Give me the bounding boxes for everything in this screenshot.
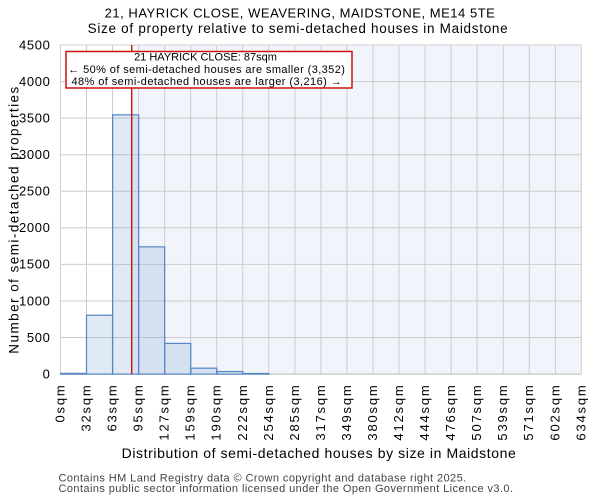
svg-text:476sqm: 476sqm — [443, 384, 458, 441]
svg-text:127sqm: 127sqm — [157, 384, 172, 441]
svg-text:21 HAYRICK CLOSE: 87sqm: 21 HAYRICK CLOSE: 87sqm — [134, 52, 277, 64]
svg-text:21, HAYRICK CLOSE, WEAVERING,: 21, HAYRICK CLOSE, WEAVERING, MAIDSTONE,… — [105, 6, 496, 21]
svg-text:444sqm: 444sqm — [417, 384, 432, 441]
svg-text:500: 500 — [27, 330, 51, 345]
svg-text:222sqm: 222sqm — [235, 384, 250, 441]
svg-text:48% of semi-detached houses ar: 48% of semi-detached houses are larger (… — [71, 76, 342, 88]
svg-text:285sqm: 285sqm — [287, 384, 302, 441]
svg-text:4000: 4000 — [19, 74, 51, 89]
svg-text:2500: 2500 — [19, 184, 51, 199]
svg-text:95sqm: 95sqm — [131, 384, 146, 432]
svg-text:Contains public sector informa: Contains public sector information licen… — [59, 483, 514, 495]
svg-text:4500: 4500 — [19, 37, 51, 52]
svg-text:2000: 2000 — [19, 220, 51, 235]
svg-text:571sqm: 571sqm — [521, 384, 536, 441]
svg-text:380sqm: 380sqm — [365, 384, 380, 441]
svg-text:Number of semi-detached proper: Number of semi-detached properties — [7, 85, 22, 353]
svg-text:317sqm: 317sqm — [313, 384, 328, 441]
svg-text:190sqm: 190sqm — [209, 384, 224, 441]
svg-text:3000: 3000 — [19, 147, 51, 162]
svg-text:1500: 1500 — [19, 257, 51, 272]
svg-text:634sqm: 634sqm — [573, 384, 588, 441]
svg-text:0: 0 — [43, 366, 51, 381]
svg-text:349sqm: 349sqm — [339, 384, 354, 441]
svg-text:3500: 3500 — [19, 110, 51, 125]
svg-text:507sqm: 507sqm — [469, 384, 484, 441]
svg-text:602sqm: 602sqm — [547, 384, 562, 441]
svg-text:159sqm: 159sqm — [183, 384, 198, 441]
svg-text:Size of property relative to s: Size of property relative to semi-detach… — [88, 21, 509, 36]
svg-text:63sqm: 63sqm — [105, 384, 120, 432]
svg-text:32sqm: 32sqm — [79, 384, 94, 432]
svg-text:254sqm: 254sqm — [261, 384, 276, 441]
svg-text:Contains HM Land Registry data: Contains HM Land Registry data © Crown c… — [59, 473, 467, 485]
svg-text:412sqm: 412sqm — [391, 384, 406, 441]
svg-text:← 50% of semi-detached houses: ← 50% of semi-detached houses are smalle… — [68, 64, 345, 76]
svg-text:0sqm: 0sqm — [53, 384, 68, 423]
svg-text:1000: 1000 — [19, 293, 51, 308]
svg-text:539sqm: 539sqm — [495, 384, 510, 441]
svg-text:Distribution of semi-detached: Distribution of semi-detached houses by … — [122, 445, 517, 461]
